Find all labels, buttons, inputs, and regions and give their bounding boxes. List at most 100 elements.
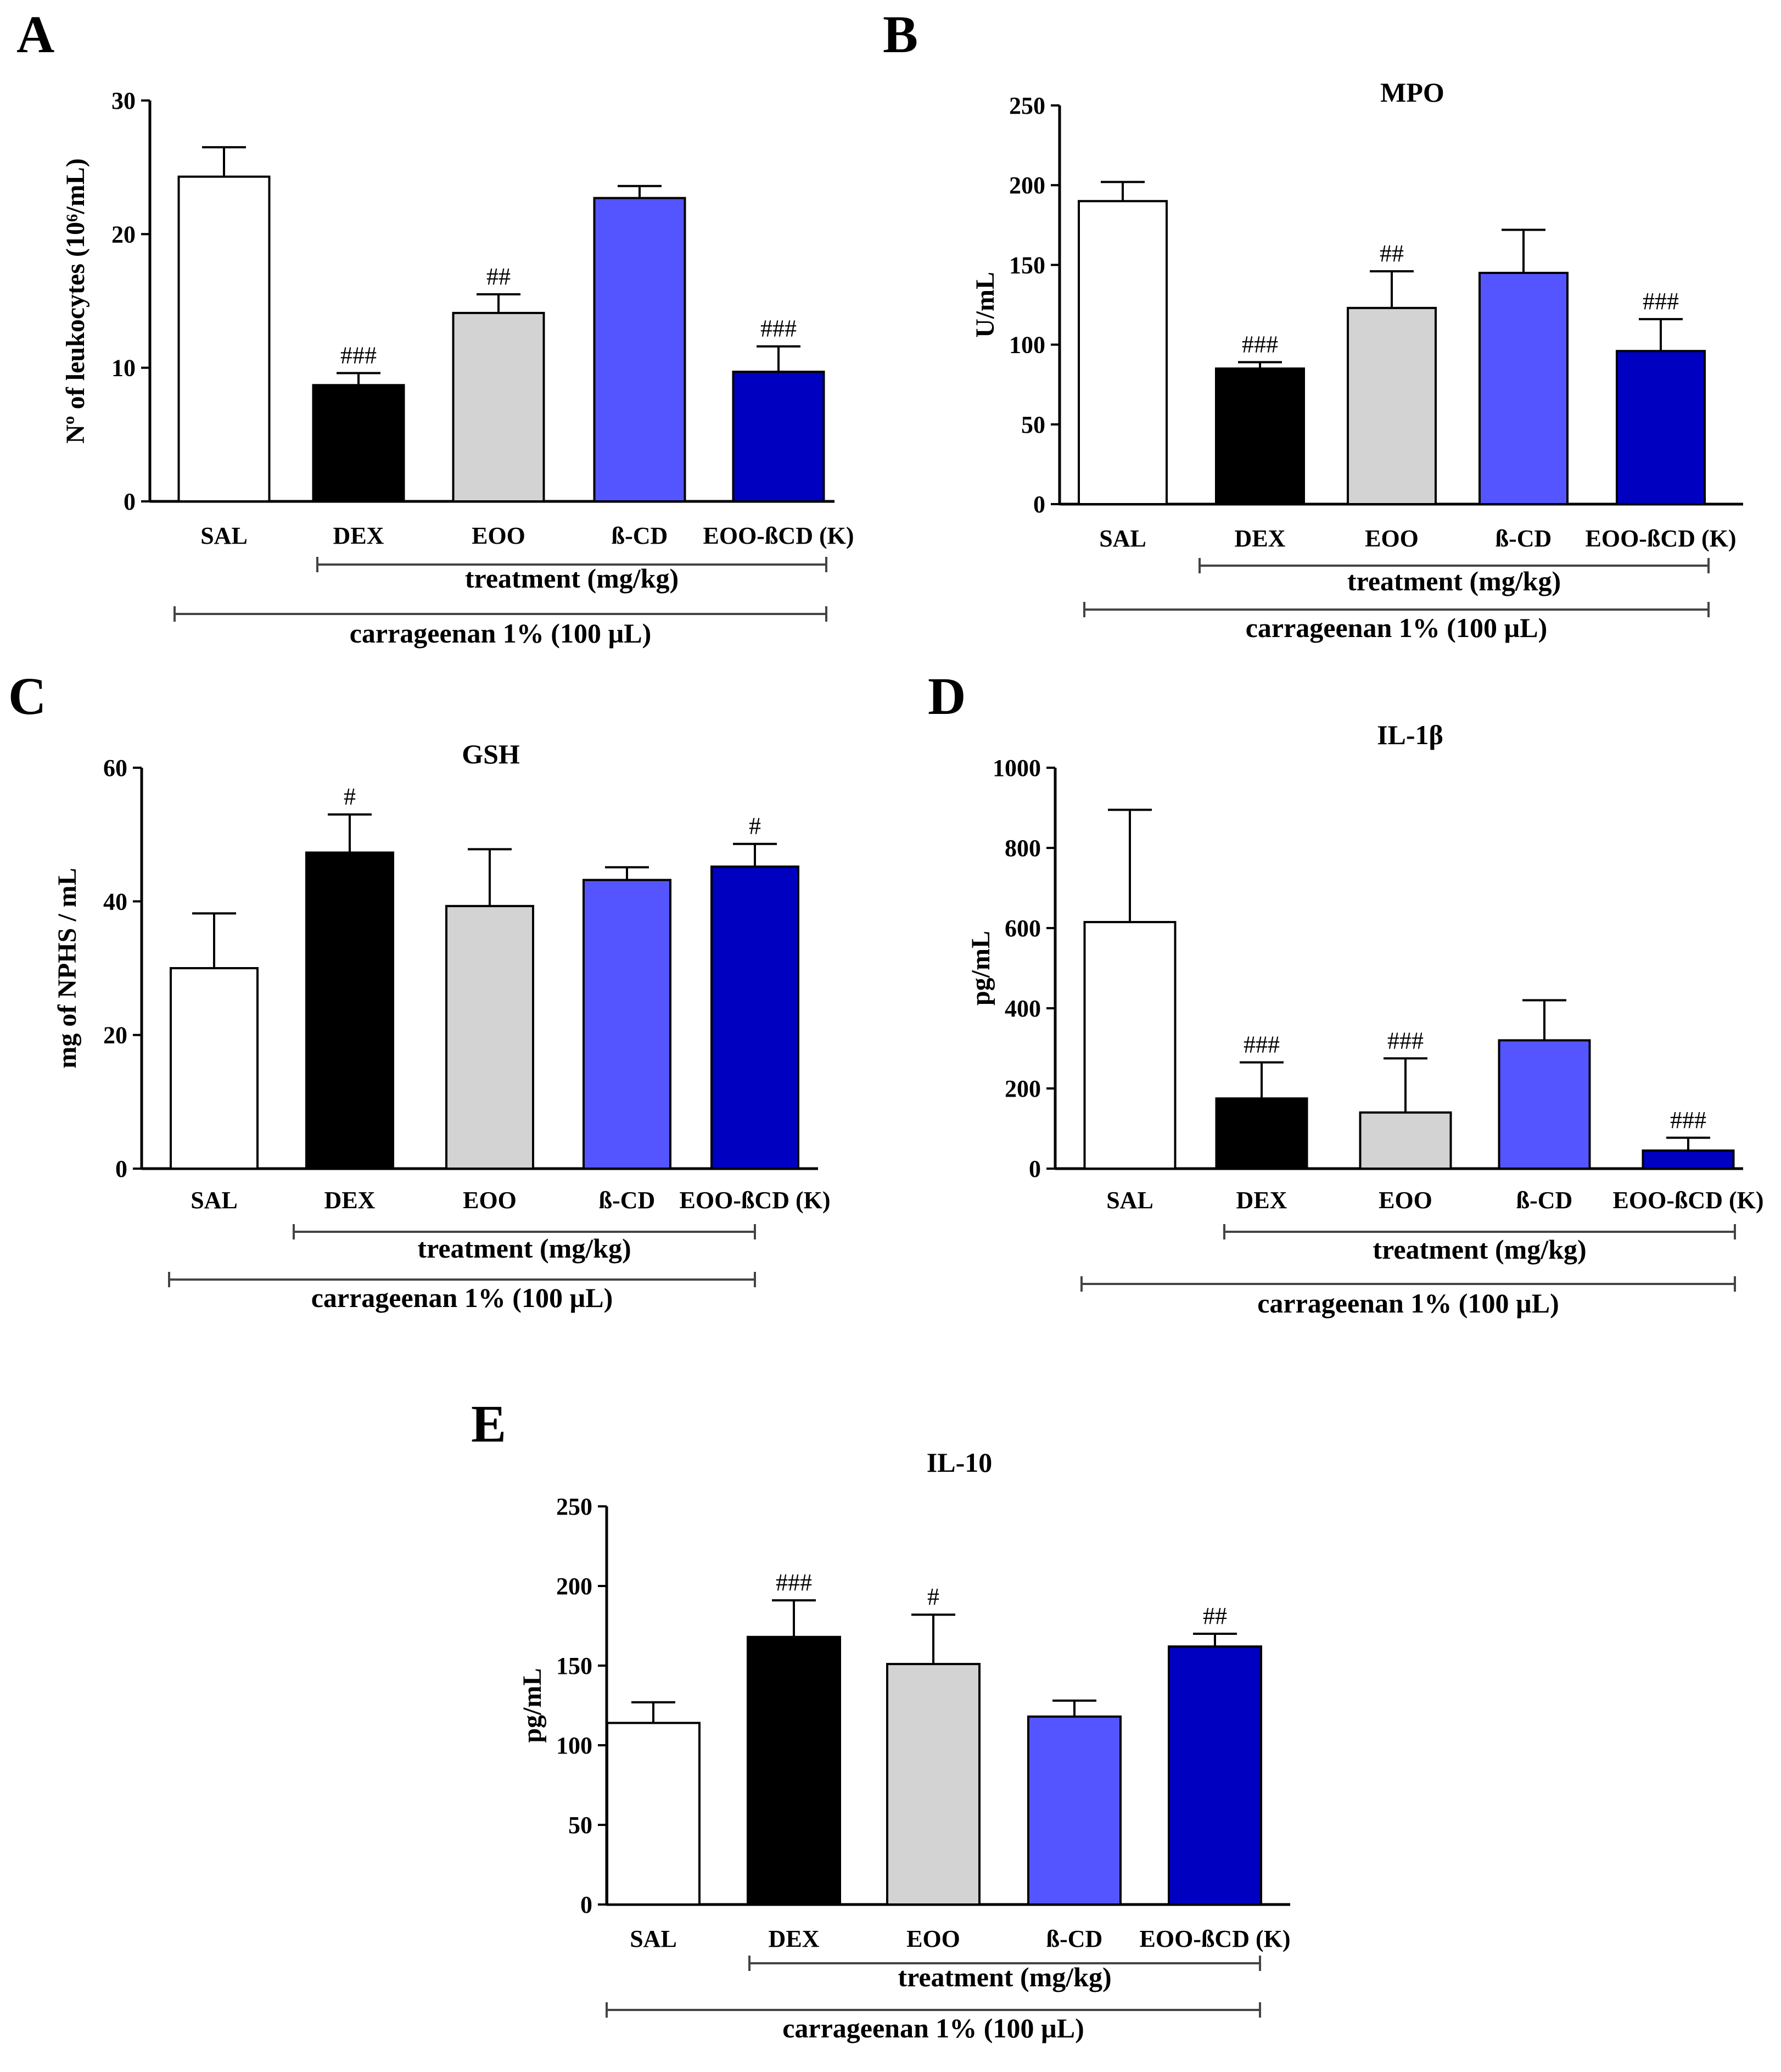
category-label: DEX (769, 1925, 820, 1952)
bar--cd (1478, 271, 1569, 505)
bar-eoo (445, 904, 534, 1170)
bar-eoo (452, 311, 545, 503)
bar-dex (1215, 367, 1305, 505)
carrageenan-label: carrageenan 1% (100 µL) (782, 2013, 1084, 2043)
treatment-label: treatment (mg/kg) (1347, 566, 1561, 596)
y-tick-label: 200 (1009, 172, 1045, 199)
bar-eoo-cd-k- (1168, 1645, 1262, 1906)
category-label: EOO (906, 1925, 960, 1952)
chart-title: GSH (462, 739, 520, 769)
y-tick-label: 60 (103, 755, 127, 781)
significance-mark: ### (760, 315, 797, 342)
y-tick-label: 200 (556, 1573, 592, 1600)
chart-panel-b: B MPO 0 50 100 150 200 250 U/mL SAL ### DEX ## EOO ß-C… (883, 5, 1743, 643)
significance-mark: ### (776, 1569, 812, 1596)
category-label: EOO (1379, 1187, 1432, 1214)
y-tick-label: 100 (1009, 332, 1045, 359)
significance-mark: ### (1643, 288, 1679, 315)
category-label: DEX (1235, 525, 1286, 552)
treatment-label: treatment (mg/kg) (465, 563, 679, 594)
category-label: EOO (472, 522, 525, 549)
chart-panel-e: E IL-10 0 50 100 150 200 250 pg/mL SAL ### DEX # EOO ß… (471, 1394, 1291, 2043)
panel-letter: D (928, 667, 966, 725)
y-tick-label: 10 (111, 355, 136, 382)
y-tick-label: 50 (568, 1812, 592, 1839)
panel-letter: B (883, 5, 918, 64)
significance-mark: # (749, 813, 761, 840)
y-tick-label: 800 (1005, 835, 1041, 862)
category-label: EOO (1365, 525, 1419, 552)
carrageenan-label: carrageenan 1% (100 µL) (1246, 612, 1548, 643)
category-label: EOO (463, 1187, 517, 1214)
y-axis-label: mg of NPHS / mL (53, 868, 82, 1068)
y-tick-label: 200 (1005, 1075, 1041, 1102)
y-axis-label: U/mL (971, 272, 1000, 338)
y-tick-label: 20 (103, 1022, 127, 1049)
y-tick-label: 0 (115, 1155, 127, 1182)
significance-mark: ## (486, 263, 511, 290)
category-label: ß-CD (1496, 525, 1552, 552)
y-axis-label: pg/mL (966, 931, 995, 1006)
chart-title: IL-10 (927, 1447, 992, 1478)
bar-dex (312, 384, 405, 502)
chart-panel-d: D IL-1β 0 200 400 600 800 1000 pg/mL SAL ### DEX ###… (928, 667, 1764, 1319)
category-label: SAL (1106, 1187, 1153, 1214)
bar-eoo-cd-k- (1642, 1149, 1735, 1170)
y-axis-label: Nº of leukocytes (10⁶/mL) (61, 158, 90, 444)
bar-eoo-cd-k- (1616, 350, 1706, 505)
category-label: EOO-ßCD (K) (1140, 1925, 1291, 1952)
bar-dex (305, 851, 394, 1170)
bar--cd (583, 879, 671, 1170)
y-tick-label: 0 (1029, 1155, 1041, 1182)
y-tick-label: 600 (1005, 915, 1041, 942)
chart-panel-c: C GSH 0 20 40 60 mg of NPHS / mL SAL # DEX EOO ß-CD… (8, 667, 831, 1313)
category-label: SAL (1099, 525, 1146, 552)
y-axis-label: pg/mL (518, 1668, 547, 1743)
category-label: ß-CD (612, 522, 668, 549)
bar-sal (606, 1722, 701, 1906)
significance-mark: # (344, 783, 356, 810)
bar-eoo (886, 1663, 981, 1906)
category-label: ß-CD (599, 1187, 656, 1214)
category-label: ß-CD (1516, 1187, 1573, 1214)
chart-title: IL-1β (1377, 719, 1443, 750)
panel-letter: C (8, 667, 46, 725)
bar--cd (593, 197, 686, 502)
category-label: SAL (630, 1925, 677, 1952)
bar--cd (1027, 1715, 1122, 1906)
chart-title: MPO (1380, 77, 1444, 108)
y-tick-label: 150 (556, 1652, 592, 1679)
y-tick-label: 1000 (993, 755, 1041, 781)
bar-eoo (1359, 1111, 1452, 1170)
bar-dex (747, 1635, 841, 1906)
category-label: EOO-ßCD (K) (680, 1187, 831, 1214)
y-tick-label: 20 (111, 221, 136, 248)
panel-letter: A (16, 5, 54, 64)
y-tick-label: 50 (1021, 411, 1045, 438)
significance-mark: ### (1244, 1031, 1280, 1058)
panel-letter: E (471, 1394, 506, 1453)
category-label: EOO-ßCD (K) (703, 522, 854, 549)
y-tick-label: 0 (580, 1891, 592, 1918)
category-label: DEX (333, 522, 384, 549)
y-tick-label: 0 (1033, 491, 1045, 518)
y-tick-label: 30 (111, 87, 136, 114)
bar-sal (1083, 921, 1177, 1170)
significance-mark: ### (1387, 1027, 1424, 1054)
carrageenan-label: carrageenan 1% (100 µL) (1257, 1288, 1559, 1319)
chart-panel-a: A 0 10 20 30 Nº of leukocytes (10⁶/mL) SAL ### D… (16, 5, 854, 649)
bar-dex (1215, 1097, 1308, 1170)
significance-mark: ## (1203, 1602, 1227, 1629)
significance-mark: ### (1242, 331, 1278, 358)
y-tick-label: 100 (556, 1732, 592, 1759)
y-tick-label: 150 (1009, 252, 1045, 278)
bar-eoo (1347, 306, 1437, 505)
treatment-label: treatment (mg/kg) (898, 1962, 1111, 1992)
bar-eoo-cd-k- (710, 865, 799, 1170)
treatment-label: treatment (mg/kg) (417, 1233, 631, 1264)
bar-eoo-cd-k- (732, 370, 825, 503)
category-label: SAL (200, 522, 248, 549)
bar-sal (1078, 200, 1168, 505)
treatment-label: treatment (mg/kg) (1373, 1234, 1586, 1265)
